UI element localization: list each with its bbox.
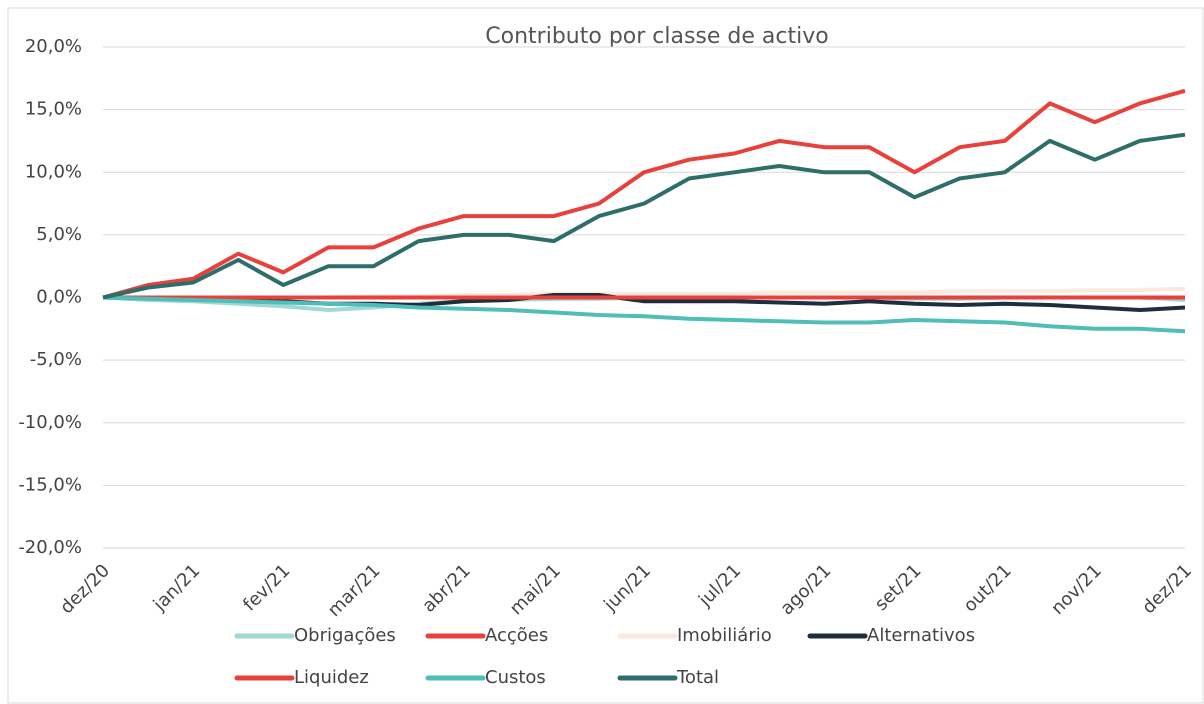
series-line: [102, 132, 1186, 300]
y-tick-label: 20,0%: [25, 36, 82, 57]
y-tick-label: 15,0%: [25, 99, 82, 120]
legend-label: Alternativos: [867, 625, 975, 646]
legend-label: Total: [676, 667, 719, 688]
y-tick-label: -20,0%: [18, 537, 82, 558]
legend-label: Liquidez: [294, 667, 369, 688]
y-tick-label: 0,0%: [36, 287, 82, 308]
y-tick-label: 10,0%: [25, 161, 82, 182]
legend-label: Custos: [485, 667, 546, 688]
y-tick-label: -15,0%: [18, 474, 82, 495]
legend-label: Imobiliário: [677, 625, 772, 646]
series-line: [102, 295, 1186, 334]
y-tick-label: 5,0%: [36, 224, 82, 245]
y-tick-label: -5,0%: [30, 349, 82, 370]
y-tick-label: -10,0%: [18, 412, 82, 433]
legend-label: Obrigações: [294, 625, 396, 646]
chart-border: [7, 7, 1204, 704]
legend-label: Acções: [485, 625, 548, 646]
chart-title: Contributo por classe de activo: [485, 24, 828, 49]
series-line: [102, 88, 1186, 300]
